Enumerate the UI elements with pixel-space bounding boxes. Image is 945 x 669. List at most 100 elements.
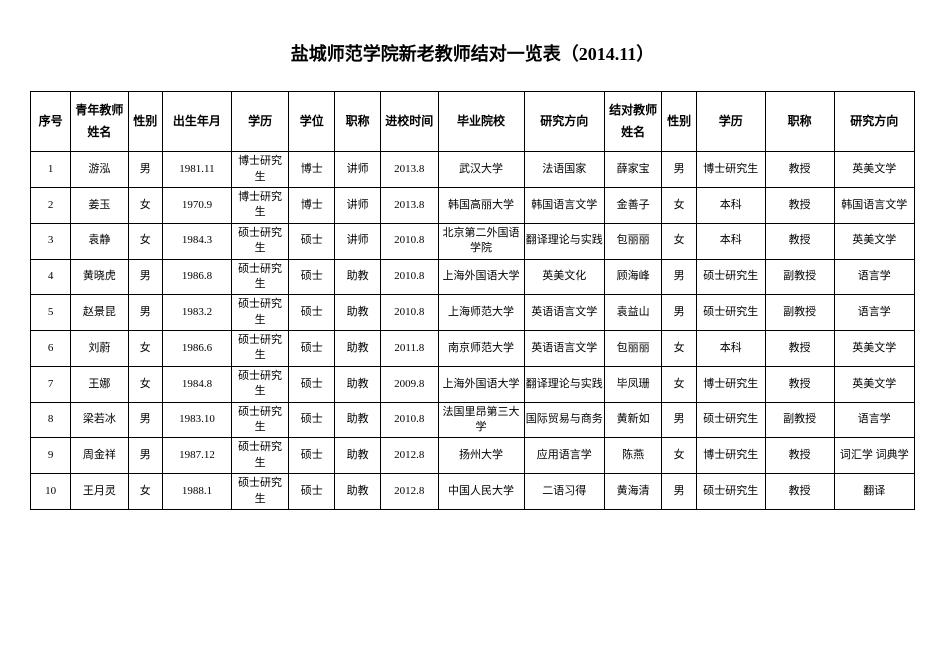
table-header-cell: 学历 [231, 92, 288, 152]
table-cell: 6 [31, 331, 71, 367]
table-cell: 讲师 [335, 187, 381, 223]
table-cell: 男 [662, 474, 696, 510]
table-cell: 语言学 [834, 402, 914, 438]
table-cell: 女 [128, 366, 162, 402]
table-cell: 硕士研究生 [231, 259, 288, 295]
table-cell: 男 [128, 295, 162, 331]
teacher-pairing-table: 序号青年教师姓名性别出生年月学历学位职称进校时间毕业院校研究方向结对教师姓名性别… [30, 91, 915, 510]
table-cell: 8 [31, 402, 71, 438]
table-cell: 游泓 [71, 152, 128, 188]
table-cell: 韩国高丽大学 [438, 187, 524, 223]
table-cell: 英语语言文学 [524, 295, 604, 331]
page-title: 盐城师范学院新老教师结对一览表（2014.11） [30, 40, 915, 66]
table-cell: 硕士 [289, 438, 335, 474]
table-cell: 硕士 [289, 366, 335, 402]
table-cell: 硕士研究生 [231, 438, 288, 474]
table-cell: 袁静 [71, 223, 128, 259]
table-cell: 助教 [335, 259, 381, 295]
table-cell: 上海外国语大学 [438, 366, 524, 402]
table-header-cell: 青年教师姓名 [71, 92, 128, 152]
table-row: 10王月灵女1988.1硕士研究生硕士助教2012.8中国人民大学二语习得黄海清… [31, 474, 915, 510]
table-cell: 薛家宝 [604, 152, 661, 188]
table-cell: 1986.6 [163, 331, 232, 367]
table-cell: 男 [662, 259, 696, 295]
table-cell: 助教 [335, 402, 381, 438]
table-cell: 英美文学 [834, 223, 914, 259]
table-cell: 1988.1 [163, 474, 232, 510]
table-cell: 黄晓虎 [71, 259, 128, 295]
table-cell: 英语语言文学 [524, 331, 604, 367]
table-header-cell: 学位 [289, 92, 335, 152]
table-cell: 硕士 [289, 402, 335, 438]
table-cell: 2009.8 [381, 366, 438, 402]
table-cell: 硕士研究生 [231, 331, 288, 367]
table-cell: 袁益山 [604, 295, 661, 331]
table-row: 3袁静女1984.3硕士研究生硕士讲师2010.8北京第二外国语学院翻译理论与实… [31, 223, 915, 259]
table-cell: 4 [31, 259, 71, 295]
table-cell: 词汇学 词典学 [834, 438, 914, 474]
table-cell: 教授 [765, 438, 834, 474]
table-cell: 武汉大学 [438, 152, 524, 188]
table-cell: 1 [31, 152, 71, 188]
table-row: 7王娜女1984.8硕士研究生硕士助教2009.8上海外国语大学翻译理论与实践毕… [31, 366, 915, 402]
table-cell: 男 [128, 438, 162, 474]
table-cell: 北京第二外国语学院 [438, 223, 524, 259]
table-cell: 女 [662, 187, 696, 223]
table-cell: 博士研究生 [696, 438, 765, 474]
table-cell: 语言学 [834, 295, 914, 331]
table-cell: 教授 [765, 152, 834, 188]
table-cell: 英美文学 [834, 366, 914, 402]
table-cell: 副教授 [765, 402, 834, 438]
table-cell: 女 [662, 438, 696, 474]
table-cell: 男 [128, 152, 162, 188]
table-cell: 博士研究生 [231, 152, 288, 188]
table-cell: 硕士研究生 [231, 474, 288, 510]
table-cell: 黄海清 [604, 474, 661, 510]
table-cell: 2012.8 [381, 438, 438, 474]
table-cell: 硕士 [289, 223, 335, 259]
table-row: 6刘蔚女1986.6硕士研究生硕士助教2011.8南京师范大学英语语言文学包丽丽… [31, 331, 915, 367]
table-cell: 2010.8 [381, 259, 438, 295]
table-cell: 应用语言学 [524, 438, 604, 474]
table-cell: 法国里昂第三大学 [438, 402, 524, 438]
table-cell: 硕士研究生 [231, 366, 288, 402]
table-cell: 女 [128, 474, 162, 510]
table-cell: 陈燕 [604, 438, 661, 474]
table-cell: 语言学 [834, 259, 914, 295]
table-header-cell: 序号 [31, 92, 71, 152]
table-cell: 上海外国语大学 [438, 259, 524, 295]
table-cell: 硕士研究生 [696, 295, 765, 331]
table-cell: 硕士研究生 [696, 259, 765, 295]
table-cell: 英美文化 [524, 259, 604, 295]
table-cell: 法语国家 [524, 152, 604, 188]
table-cell: 翻译理论与实践 [524, 366, 604, 402]
table-cell: 3 [31, 223, 71, 259]
table-cell: 顾海峰 [604, 259, 661, 295]
table-cell: 英美文学 [834, 152, 914, 188]
table-cell: 二语习得 [524, 474, 604, 510]
table-cell: 2013.8 [381, 152, 438, 188]
table-cell: 2010.8 [381, 295, 438, 331]
table-cell: 教授 [765, 187, 834, 223]
table-row: 4黄晓虎男1986.8硕士研究生硕士助教2010.8上海外国语大学英美文化顾海峰… [31, 259, 915, 295]
table-cell: 助教 [335, 295, 381, 331]
table-cell: 女 [662, 331, 696, 367]
table-cell: 9 [31, 438, 71, 474]
table-cell: 助教 [335, 474, 381, 510]
table-cell: 韩国语言文学 [524, 187, 604, 223]
table-cell: 翻译理论与实践 [524, 223, 604, 259]
table-cell: 博士 [289, 152, 335, 188]
table-cell: 1984.8 [163, 366, 232, 402]
table-cell: 毕凤珊 [604, 366, 661, 402]
table-cell: 梁若冰 [71, 402, 128, 438]
table-header-cell: 研究方向 [524, 92, 604, 152]
table-cell: 男 [128, 402, 162, 438]
table-cell: 男 [128, 259, 162, 295]
table-row: 5赵景昆男1983.2硕士研究生硕士助教2010.8上海师范大学英语语言文学袁益… [31, 295, 915, 331]
table-cell: 王月灵 [71, 474, 128, 510]
table-cell: 金善子 [604, 187, 661, 223]
table-cell: 助教 [335, 438, 381, 474]
table-cell: 本科 [696, 223, 765, 259]
table-header-row: 序号青年教师姓名性别出生年月学历学位职称进校时间毕业院校研究方向结对教师姓名性别… [31, 92, 915, 152]
table-cell: 翻译 [834, 474, 914, 510]
